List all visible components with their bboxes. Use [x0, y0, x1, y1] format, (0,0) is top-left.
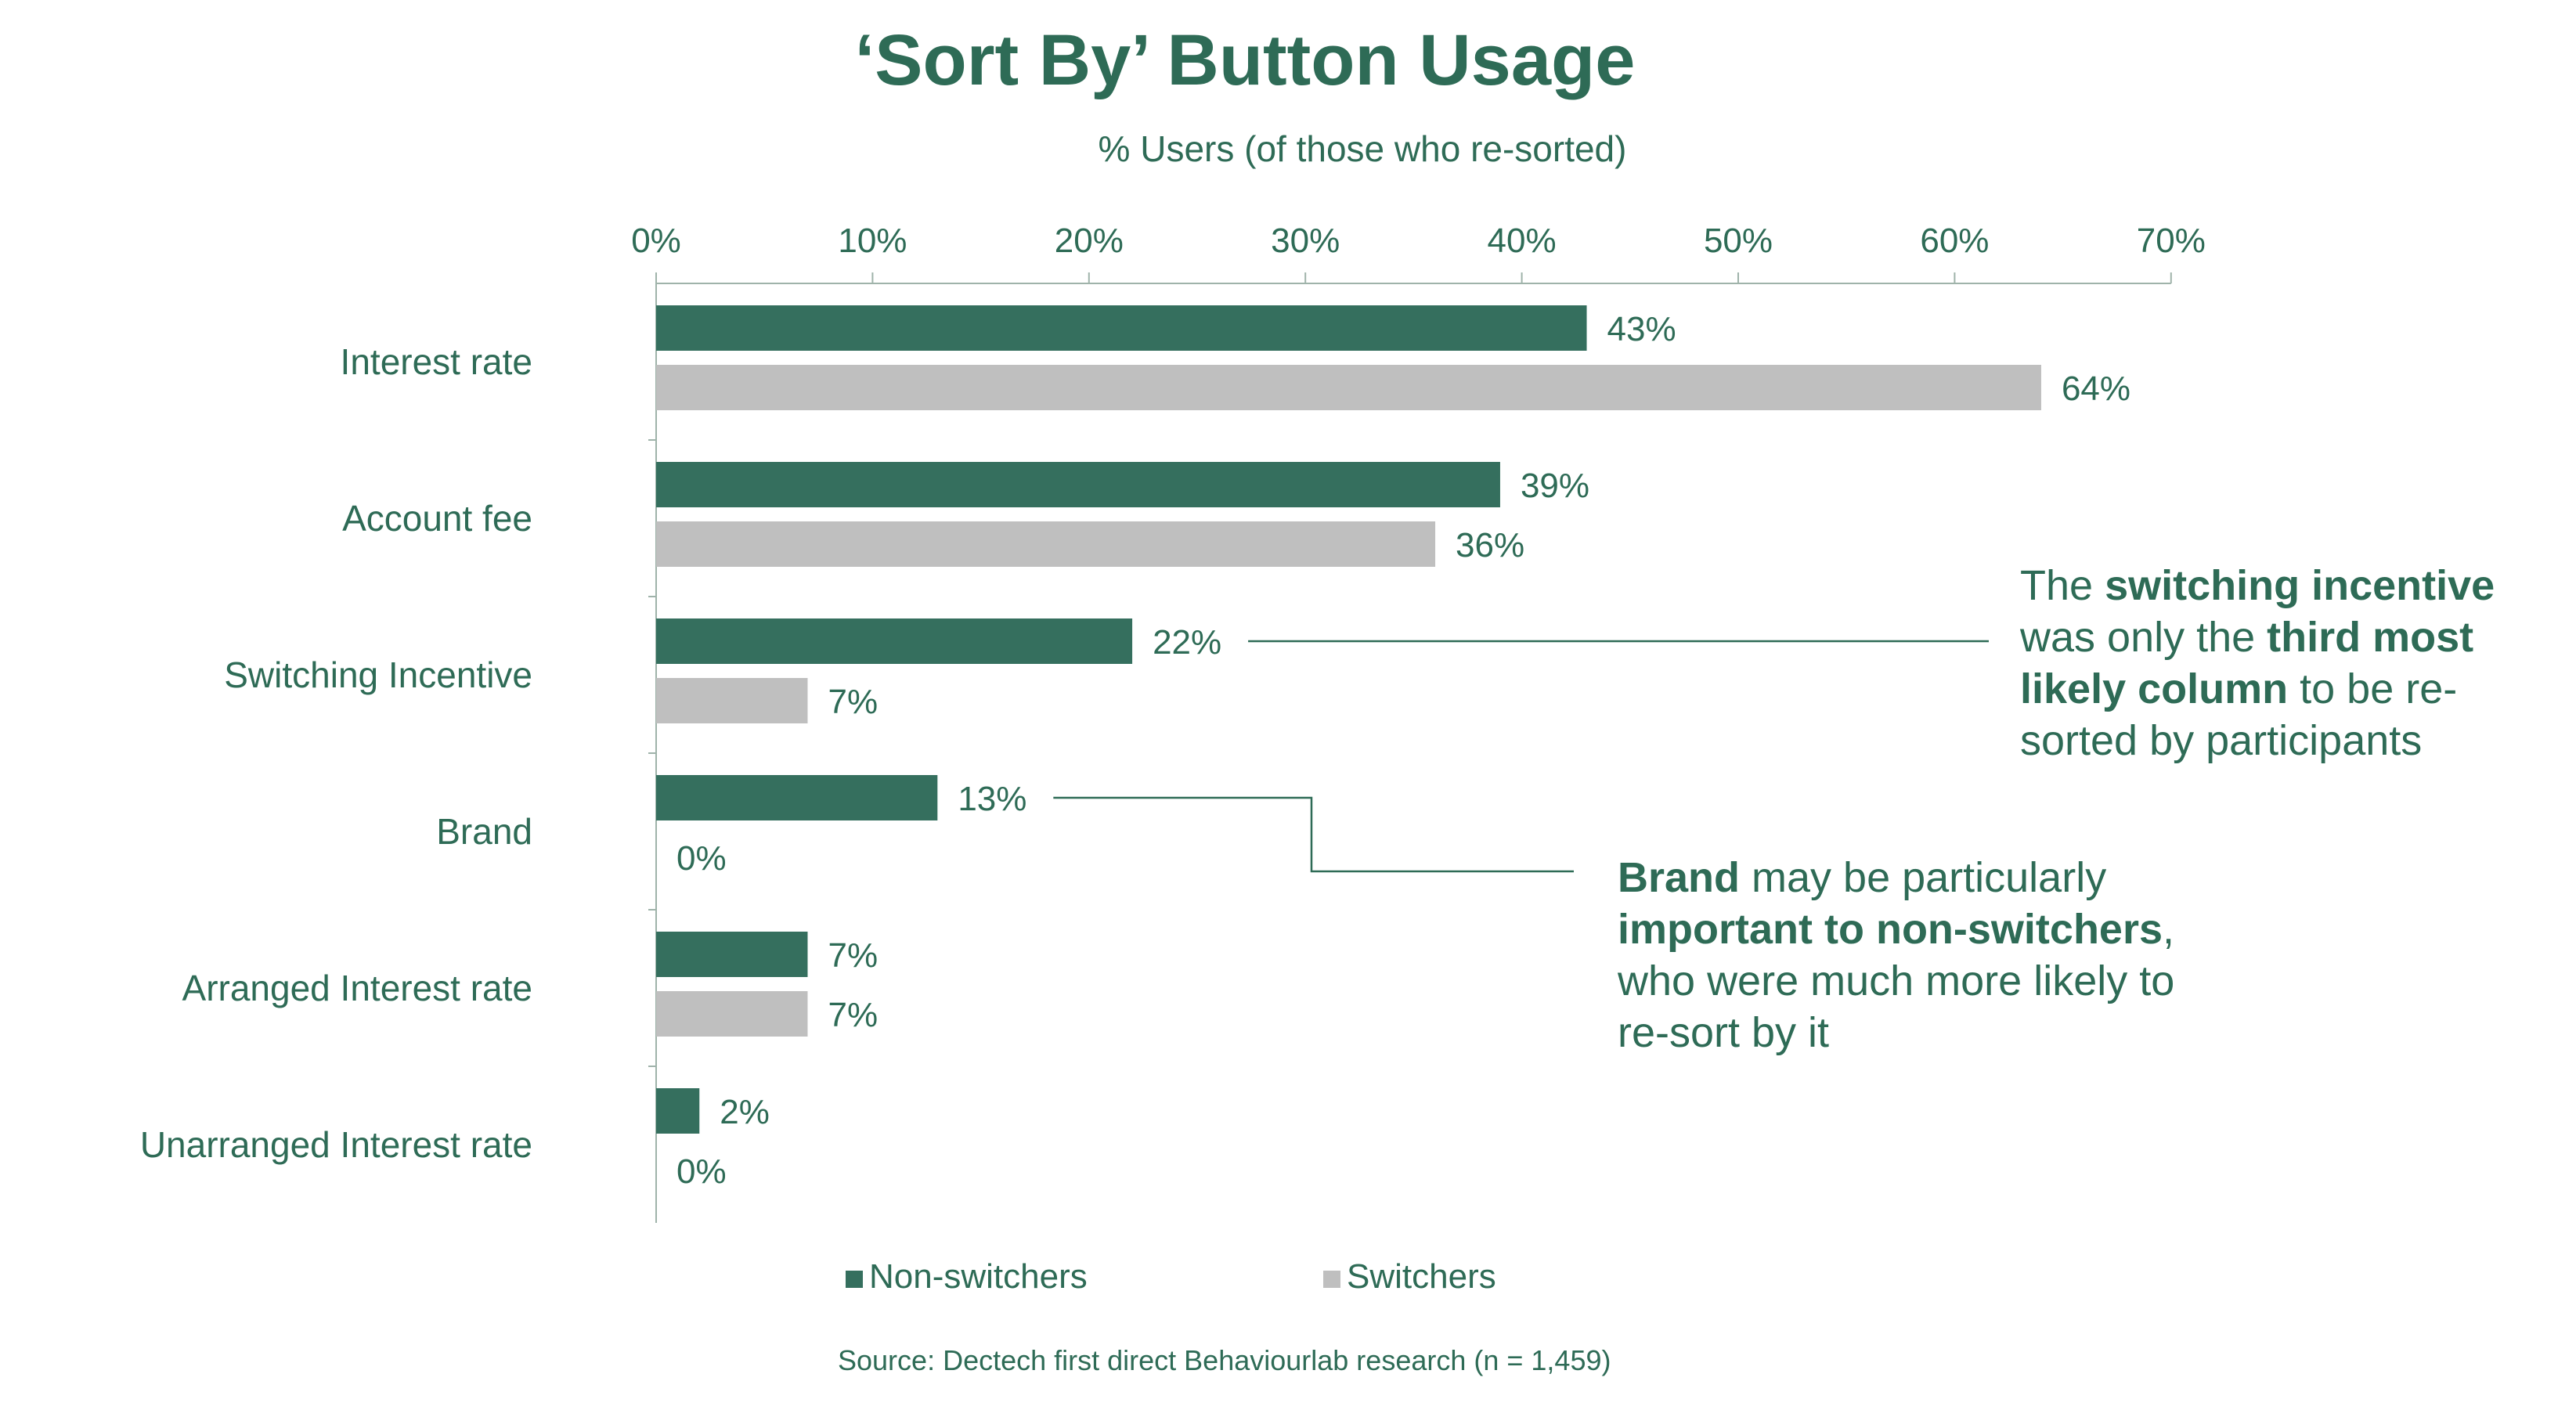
bar-switchers	[656, 991, 808, 1037]
data-label: 39%	[1521, 467, 1589, 505]
annotation-text-part: to be re-sorted by participants	[2020, 665, 2458, 764]
x-tick-label: 20%	[1055, 222, 1124, 260]
legend-label: Switchers	[1347, 1257, 1496, 1296]
bar-non-switchers	[656, 775, 938, 820]
legend-label: Non-switchers	[869, 1257, 1088, 1296]
annotation-text-part: The	[2020, 562, 2105, 609]
annotation-text-part: , who were much more likely to re-sort b…	[1618, 906, 2175, 1056]
x-tick-label: 0%	[631, 222, 681, 260]
bar-non-switchers	[656, 462, 1500, 507]
x-tick-label: 30%	[1271, 222, 1340, 260]
data-label: 7%	[828, 683, 878, 721]
category-label: Arranged Interest rate	[182, 968, 532, 1008]
category-label: Brand	[436, 811, 532, 852]
x-axis-label: % Users (of those who re-sorted)	[1099, 128, 1627, 169]
bar-switchers	[656, 365, 2041, 410]
bar-non-switchers	[656, 305, 1587, 351]
category-label: Account fee	[342, 498, 532, 539]
data-label: 0%	[676, 839, 727, 878]
data-label: 7%	[828, 936, 878, 975]
category-label: Switching Incentive	[224, 654, 532, 695]
category-label: Unarranged Interest rate	[140, 1124, 532, 1165]
category-label: Interest rate	[341, 341, 532, 382]
annotation-brand: Brand may be particularly important to n…	[1618, 852, 2228, 1058]
x-tick-label: 70%	[2137, 222, 2206, 260]
data-label: 22%	[1153, 623, 1221, 662]
annotation-text-part: was only the	[2020, 614, 2268, 661]
bar-non-switchers	[656, 1088, 700, 1134]
data-label: 13%	[958, 780, 1026, 818]
bar-non-switchers	[656, 618, 1133, 664]
annotation-text-part: switching incentive	[2105, 562, 2495, 609]
annotation-switching-incentive: The switching incentive was only the thi…	[2020, 560, 2568, 766]
data-label: 2%	[720, 1093, 770, 1131]
chart-title: ‘Sort By’ Button Usage	[855, 20, 1636, 100]
bar-non-switchers	[656, 932, 808, 977]
source-note: Source: Dectech first direct Behaviourla…	[838, 1344, 1611, 1376]
x-tick-label: 50%	[1704, 222, 1773, 260]
data-label: 43%	[1607, 310, 1676, 348]
data-label: 0%	[676, 1152, 727, 1191]
annotation-connector	[1053, 796, 1574, 873]
data-label: 7%	[828, 996, 878, 1034]
bar-switchers	[656, 678, 808, 723]
annotation-text-part: Brand	[1618, 854, 1741, 901]
data-label: 64%	[2062, 370, 2130, 408]
bar-switchers	[656, 521, 1436, 567]
annotation-text-part: third most likely column	[2020, 614, 2474, 712]
annotation-text-part: important to non-switchers	[1618, 906, 2163, 953]
legend-swatch-switchers	[1323, 1271, 1340, 1288]
annotation-text-part: may be particularly	[1740, 854, 2107, 901]
x-tick-label: 40%	[1488, 222, 1557, 260]
data-label: 36%	[1456, 526, 1524, 564]
x-tick-label: 10%	[838, 222, 907, 260]
legend-swatch-non-switchers	[846, 1271, 863, 1288]
x-tick-label: 60%	[1920, 222, 1989, 260]
